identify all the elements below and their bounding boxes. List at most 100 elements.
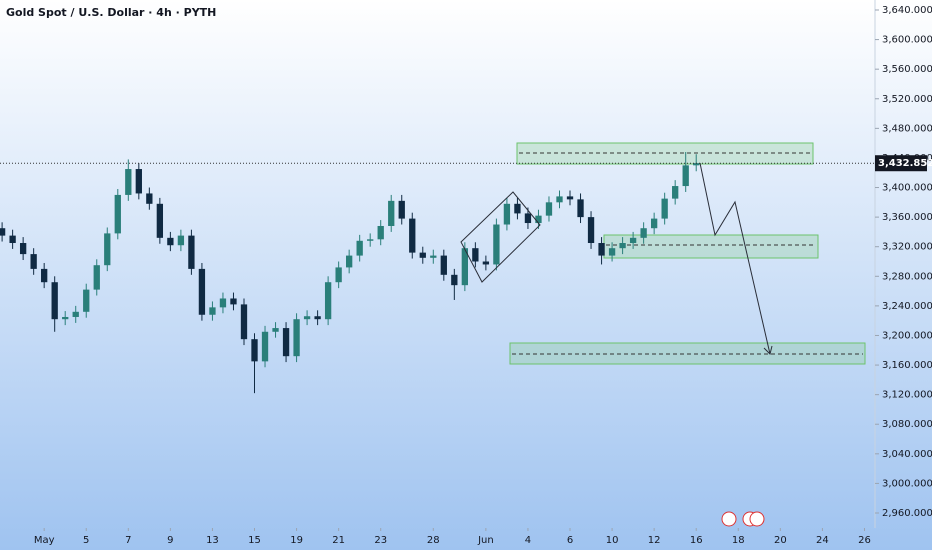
candle-body bbox=[672, 186, 679, 199]
zones bbox=[509, 142, 866, 365]
candle-body bbox=[41, 268, 48, 283]
zone bbox=[516, 142, 814, 165]
candle-body bbox=[282, 328, 290, 357]
y-tick-label: 3,160.000 bbox=[882, 360, 932, 371]
y-tick-label: 3,520.000 bbox=[882, 94, 932, 105]
x-tick-label: 21 bbox=[332, 535, 345, 546]
candle-body bbox=[188, 235, 195, 269]
event-icons bbox=[721, 511, 765, 527]
candle-body bbox=[125, 169, 132, 195]
y-tick-label: 3,280.000 bbox=[882, 271, 932, 282]
candle-body bbox=[251, 339, 258, 362]
candle-body bbox=[146, 193, 153, 204]
x-tick-label: 15 bbox=[248, 535, 261, 546]
candle-body bbox=[209, 307, 216, 315]
candle-body bbox=[19, 243, 27, 255]
candle-body bbox=[524, 213, 532, 224]
candle-body bbox=[324, 282, 332, 320]
candle-body bbox=[177, 235, 185, 246]
candle-body bbox=[356, 240, 363, 256]
y-tick-label: 3,400.000 bbox=[882, 183, 932, 194]
x-tick-label: 16 bbox=[690, 535, 703, 546]
candle-body bbox=[619, 243, 626, 249]
candle-body bbox=[661, 198, 668, 219]
candle-body bbox=[230, 298, 237, 305]
x-tick-label: 26 bbox=[858, 535, 871, 546]
y-tick-label: 3,040.000 bbox=[882, 449, 932, 460]
candle-body bbox=[640, 228, 647, 238]
x-tick-label: 18 bbox=[732, 535, 745, 546]
y-tick-label: 3,120.000 bbox=[882, 390, 932, 401]
candle-body bbox=[156, 203, 164, 238]
arrow-head bbox=[763, 345, 773, 355]
candle-body bbox=[293, 319, 300, 357]
candle-body bbox=[545, 202, 553, 216]
x-tick-label: 7 bbox=[125, 535, 131, 546]
candle-body bbox=[629, 237, 637, 244]
channel bbox=[460, 191, 541, 283]
x-tick-label: 4 bbox=[525, 535, 531, 546]
y-tick-label: 3,480.000 bbox=[882, 123, 932, 134]
candle-body bbox=[367, 239, 374, 241]
candle-body bbox=[650, 218, 658, 229]
candle-body bbox=[682, 165, 689, 187]
y-tick-label: 3,200.000 bbox=[882, 330, 932, 341]
projection-path bbox=[699, 162, 771, 355]
candle-body bbox=[461, 248, 468, 286]
y-tick-label: 3,080.000 bbox=[882, 419, 932, 430]
y-tick-label: 3,640.000 bbox=[882, 5, 932, 16]
candle-body bbox=[0, 228, 6, 236]
x-tick-label: 19 bbox=[290, 535, 303, 546]
candle-body bbox=[598, 243, 605, 256]
candle-body bbox=[9, 235, 16, 244]
flag-icon bbox=[721, 511, 737, 527]
x-tick-label: 9 bbox=[167, 535, 173, 546]
candle-body bbox=[303, 316, 311, 320]
candle-body bbox=[219, 298, 227, 308]
x-tick-label: 24 bbox=[816, 535, 829, 546]
candle-body bbox=[314, 316, 321, 320]
candle-body bbox=[566, 196, 574, 200]
candle-body bbox=[693, 163, 700, 166]
chart-title: Gold Spot / U.S. Dollar · 4h · PYTH bbox=[6, 6, 216, 19]
candle-body bbox=[83, 289, 90, 312]
candle-body bbox=[72, 311, 79, 317]
candle-body bbox=[493, 224, 500, 265]
candle-body bbox=[240, 304, 248, 340]
candle-body bbox=[198, 268, 206, 315]
candle-body bbox=[62, 316, 69, 320]
x-tick-label: 13 bbox=[206, 535, 219, 546]
candle-body bbox=[577, 199, 584, 218]
candle-body bbox=[440, 255, 447, 275]
x-tick-label: 10 bbox=[606, 535, 619, 546]
candle-body bbox=[272, 328, 279, 332]
y-tick-label: 2,960.000 bbox=[882, 508, 932, 519]
candle-body bbox=[51, 282, 58, 320]
y-tick-label: 3,320.000 bbox=[882, 242, 932, 253]
candle-body bbox=[482, 261, 490, 265]
x-tick-label: May bbox=[34, 535, 55, 546]
candle-body bbox=[535, 215, 542, 224]
y-tick-label: 3,600.000 bbox=[882, 35, 932, 46]
candle-body bbox=[346, 255, 353, 268]
candle-body bbox=[114, 194, 121, 234]
candle-body bbox=[419, 252, 426, 258]
candle-body bbox=[335, 267, 342, 283]
candle-body bbox=[167, 237, 174, 246]
y-tick-label: 3,560.000 bbox=[882, 64, 932, 75]
candle-body bbox=[409, 218, 416, 253]
x-tick-label: 6 bbox=[567, 535, 573, 546]
x-tick-label: 5 bbox=[83, 535, 89, 546]
candle-body bbox=[556, 196, 563, 203]
last-price-box bbox=[875, 155, 927, 172]
x-tick-label: Jun bbox=[477, 535, 494, 546]
candles bbox=[0, 152, 700, 394]
candle-body bbox=[135, 169, 142, 194]
x-tick-label: 20 bbox=[774, 535, 787, 546]
candle-body bbox=[503, 203, 511, 225]
candle-body bbox=[261, 331, 269, 362]
candle-body bbox=[30, 254, 37, 269]
x-tick-label: 23 bbox=[374, 535, 387, 546]
